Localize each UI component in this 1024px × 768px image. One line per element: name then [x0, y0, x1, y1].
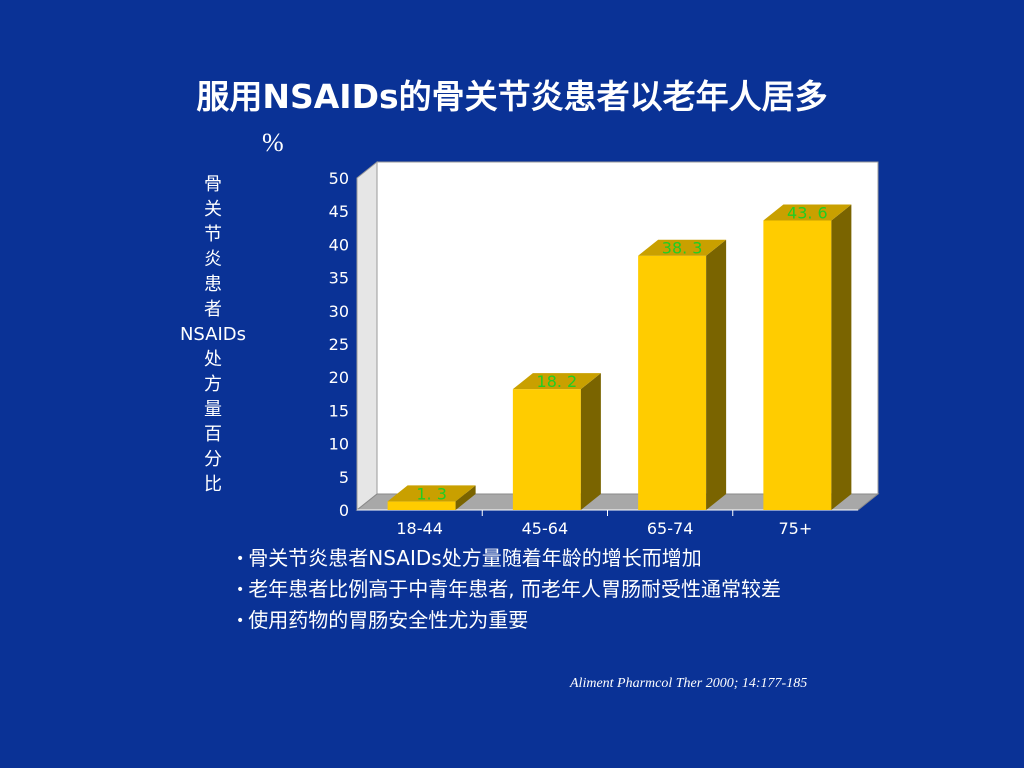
bar-top — [512, 373, 601, 390]
bullet-icon: • — [236, 613, 245, 629]
y-axis-label-char: 分 — [204, 449, 222, 470]
bar-side — [580, 373, 601, 510]
unit-label: % — [262, 128, 284, 157]
bullet-item: • 使用药物的胃肠安全性尤为重要 — [236, 608, 529, 632]
slide-title: 服用NSAIDs的骨关节炎患者以老年人居多 — [196, 77, 828, 116]
citation: Aliment Pharmcol Ther 2000; 14:177-185 — [570, 676, 808, 691]
bar — [763, 220, 832, 510]
y-axis-label-char: 者 — [204, 299, 222, 320]
bar-side — [455, 485, 476, 510]
y-axis-label-char: NSAIDs — [179, 324, 247, 345]
bar-side — [706, 239, 727, 511]
y-axis-label-char: 百 — [204, 424, 222, 445]
bullet-item: • 老年患者比例高于中青年患者, 而老年人胃肠耐受性通常较差 — [236, 577, 781, 601]
y-axis-label: 骨关节炎患者 NSAIDs 处方量百分比 — [168, 172, 258, 497]
y-axis-label-char: 炎 — [204, 249, 222, 270]
bullet-list: • 骨关节炎患者NSAIDs处方量随着年龄的增长而增加 • 老年患者比例高于中青年患… — [236, 543, 781, 636]
bar-top — [763, 204, 852, 221]
bullet-item: • 骨关节炎患者NSAIDs处方量随着年龄的增长而增加 — [236, 546, 702, 570]
y-tick-label: 25 — [329, 335, 349, 354]
y-axis-label-char: 节 — [204, 224, 222, 245]
y-tick-label: 35 — [329, 269, 349, 288]
data-label: 1. 3 — [416, 484, 447, 503]
y-tick-label: 40 — [329, 235, 349, 254]
x-tick-label: 65-74 — [647, 519, 694, 538]
bullet-icon: • — [236, 582, 245, 598]
x-tick-label: 18-44 — [396, 519, 443, 538]
y-tick-label: 45 — [329, 202, 349, 221]
y-tick-label: 10 — [329, 435, 349, 454]
x-tick-label: 45-64 — [522, 519, 569, 538]
y-axis-label-char: 骨 — [204, 174, 222, 195]
bar — [638, 255, 707, 510]
bar-top — [387, 485, 476, 502]
y-tick-label: 5 — [339, 468, 349, 487]
y-axis-label-char: 方 — [204, 374, 222, 395]
y-axis-label-char: 比 — [204, 474, 222, 495]
y-axis-label-char: 关 — [204, 199, 222, 220]
data-label: 38. 3 — [662, 239, 703, 258]
bar — [512, 389, 581, 510]
data-label: 18. 2 — [537, 372, 578, 391]
y-tick-label: 0 — [339, 501, 349, 520]
plot-side-wall — [356, 160, 378, 512]
y-tick-label: 30 — [329, 302, 349, 321]
data-label: 43. 6 — [787, 203, 828, 222]
y-tick-label: 15 — [329, 401, 349, 420]
bar — [387, 501, 456, 510]
bullet-icon: • — [236, 551, 245, 567]
bar-top — [638, 239, 727, 256]
bar-side — [831, 204, 852, 510]
y-axis-label-char: 患 — [204, 274, 222, 295]
bar-chart: 0 5 10 15 20 25 30 35 40 45 50 1. 3 18-44 18. 2 45-64 3… — [329, 160, 880, 538]
y-tick-label: 20 — [329, 368, 349, 387]
y-axis-label-char: 量 — [204, 399, 222, 420]
y-axis-label-char: 处 — [204, 349, 222, 370]
y-tick-label: 50 — [329, 169, 349, 188]
x-tick-label: 75+ — [778, 519, 812, 538]
